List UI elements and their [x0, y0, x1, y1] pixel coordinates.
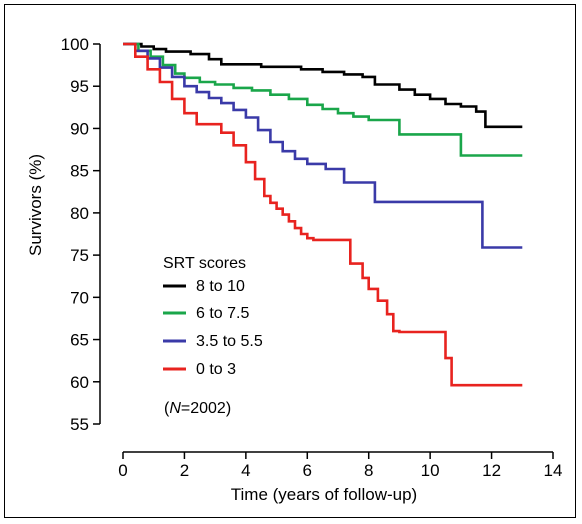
- sample-size-note: (N=2002): [164, 400, 231, 417]
- y-tick-label: 90: [70, 119, 89, 138]
- y-tick-label: 55: [70, 415, 89, 434]
- legend-label-2: 6 to 7.5: [196, 305, 249, 322]
- legend-label-3: 3.5 to 5.5: [196, 333, 263, 350]
- x-tick-label: 14: [544, 461, 563, 480]
- y-tick-label: 95: [70, 77, 89, 96]
- legend: SRT scores 8 to 10 6 to 7.5 3.5 to 5.5 0 to…: [163, 255, 263, 417]
- x-tick-label: 2: [180, 461, 189, 480]
- y-tick-label: 65: [70, 331, 89, 350]
- y-tick-label: 75: [70, 246, 89, 265]
- y-tick-label: 100: [61, 35, 89, 54]
- x-tick-label: 12: [482, 461, 501, 480]
- series-line-1: [123, 42, 523, 129]
- y-tick-label: 60: [70, 373, 89, 392]
- y-axis-title: Survivors (%): [26, 154, 45, 256]
- legend-title: SRT scores: [163, 255, 246, 272]
- y-tick-label: 70: [70, 288, 89, 307]
- x-tick-label: 6: [303, 461, 312, 480]
- x-axis-title: Time (years of follow-up): [231, 485, 417, 504]
- y-tick-label: 80: [70, 204, 89, 223]
- x-tick-label: 0: [118, 461, 127, 480]
- legend-label-4: 0 to 3: [196, 361, 236, 378]
- legend-label-1: 8 to 10: [196, 278, 245, 295]
- series-layer: [123, 42, 523, 387]
- series-line-3: [123, 42, 523, 249]
- x-tick-label: 10: [421, 461, 440, 480]
- x-tick-label: 4: [241, 461, 250, 480]
- legend-items: 8 to 10 6 to 7.5 3.5 to 5.5 0 to 3: [163, 278, 263, 378]
- axes: 55 60 65 70 75 80 85 90 95 100 0 2 4 6 8 10 12 14: [61, 35, 563, 480]
- series-line-2: [123, 42, 523, 157]
- x-tick-label: 8: [364, 461, 373, 480]
- y-tick-label: 85: [70, 162, 89, 181]
- series-line-4: [123, 42, 523, 387]
